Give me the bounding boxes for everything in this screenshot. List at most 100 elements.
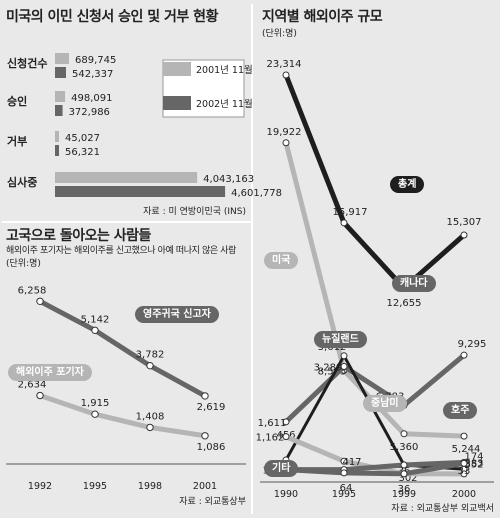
series-label-영주귀국: 영주귀국 신고자 [135, 306, 219, 323]
regional-series-6 [283, 460, 467, 477]
regional-point [340, 352, 348, 360]
line-series-0 [37, 298, 208, 399]
line-value-label: 1,086 [197, 442, 226, 453]
regional-label-기타: 기타 [264, 460, 299, 477]
bar-2002 [55, 145, 59, 156]
bar-value-label-2001: 45,027 [65, 133, 100, 144]
regional-value-label: 8,535 [318, 366, 347, 377]
line-point [201, 392, 209, 400]
regional-point [460, 459, 468, 467]
regional-point [282, 433, 290, 441]
regional-value-label: 302 [398, 473, 417, 484]
regional-label-총계: 총계 [390, 176, 425, 193]
regional-value-label: 174 [464, 451, 483, 462]
bar-2001 [55, 172, 198, 183]
regional-value-label: 5,360 [390, 442, 419, 453]
bar-value-label-2002: 4,601,778 [231, 188, 282, 199]
bar-value-label-2001: 4,043,163 [203, 174, 254, 185]
regional-value-label: 1,162 [256, 433, 285, 444]
bar-2001 [55, 53, 69, 64]
bar-2002 [55, 67, 67, 78]
line-chart-2-title: 지역별 해외이주 규모 [262, 9, 383, 25]
bar-2002 [55, 186, 226, 197]
line-value-label: 1,915 [81, 398, 110, 409]
line-series-1 [37, 393, 208, 439]
legend-swatch-2002 [163, 96, 191, 110]
regional-point [340, 362, 348, 370]
bar-category-label: 거부 [7, 134, 27, 148]
bar-value-label-2002: 56,321 [65, 147, 100, 158]
regional-value-label: 33 [458, 466, 471, 477]
regional-x-tick-label: 1999 [392, 489, 416, 500]
regional-label-호주: 호주 [443, 402, 478, 419]
line-value-label: 1,408 [136, 411, 165, 422]
line-point [91, 410, 99, 418]
regional-point [400, 430, 408, 438]
line-point [146, 361, 154, 370]
bar-2001 [55, 91, 66, 102]
regional-point [460, 231, 468, 239]
line-point [201, 432, 209, 440]
regional-point [340, 219, 348, 227]
regional-value-label: 15,917 [333, 207, 368, 218]
bar-value-label-2001: 689,745 [75, 55, 116, 66]
line-value-label: 2,634 [18, 380, 47, 391]
regional-point [460, 432, 468, 440]
line-chart-1-unit: (단위:명) [6, 259, 41, 269]
bar-value-label-2002: 542,337 [72, 69, 113, 80]
regional-value-label: 15,307 [447, 217, 482, 228]
bar-chart-title: 미국의 이민 신청서 승인 및 거부 현황 [6, 9, 218, 25]
regional-value-label: 9,295 [458, 339, 487, 350]
regional-series-2 [283, 352, 467, 425]
regional-label-미국: 미국 [264, 252, 299, 269]
line-point [36, 297, 44, 305]
regional-point [282, 418, 290, 426]
line-point [91, 326, 99, 335]
regional-value-label: 64 [340, 483, 353, 494]
line-value-label: 6,258 [18, 285, 47, 296]
regional-point [340, 469, 348, 477]
line-value-label: 3,782 [136, 350, 165, 361]
regional-x-tick-label: 1990 [274, 489, 298, 500]
bar-2002 [55, 105, 63, 116]
regional-point [460, 351, 468, 359]
bar-category-label: 승인 [7, 94, 27, 108]
regional-value-label: 5,244 [452, 444, 481, 455]
regional-value-label: 3,289 [314, 362, 343, 373]
bar-2001 [55, 131, 59, 142]
legend-swatch-2001 [163, 62, 191, 76]
regional-label-중남미: 중남미 [363, 395, 407, 412]
line-point [36, 391, 44, 400]
regional-value-label: 19,922 [267, 127, 302, 138]
series-label-해외이주포기: 해외이주 포기자 [8, 364, 92, 381]
x-tick-label: 1995 [83, 481, 107, 492]
regional-value-label: 12,655 [387, 298, 422, 309]
x-tick-label: 1998 [138, 481, 162, 492]
regional-value-label: 383 [464, 458, 483, 469]
regional-x-tick-label: 1995 [332, 489, 356, 500]
bar-chart-source: 자료 : 미 연방이민국 (INS) [143, 206, 246, 217]
regional-point [460, 470, 468, 478]
regional-value-label: 1,611 [258, 418, 287, 429]
line-chart-1-subtitle: 해외이주 포기자는 해외이주를 신고했으나 아예 떠나지 않은 사람 [6, 246, 236, 256]
regional-point [340, 457, 348, 465]
regional-x-tick-label: 2000 [452, 489, 476, 500]
regional-series-0 [283, 72, 467, 291]
line-chart-1-title: 고국으로 돌아오는 사람들 [6, 228, 151, 244]
bar-category-label: 심사중 [7, 175, 37, 189]
regional-point [282, 139, 290, 147]
regional-value-label: 352 [464, 459, 483, 470]
legend-label-2001: 2001년 11월 [196, 64, 253, 76]
bar-category-label: 신청건수 [7, 56, 47, 70]
regional-value-label: 36 [398, 484, 411, 495]
legend-label-2002: 2002년 11월 [196, 98, 253, 110]
bar-value-label-2001: 498,091 [71, 93, 112, 104]
line-chart-2-unit: (단위:명) [262, 29, 297, 39]
regional-label-캐나다: 캐나다 [392, 275, 436, 292]
line-chart-2-source: 자료 : 외교통상부 외교백서 [391, 502, 494, 514]
x-tick-label: 2001 [193, 481, 217, 492]
regional-value-label: 417 [342, 457, 361, 468]
line-point [146, 423, 154, 432]
